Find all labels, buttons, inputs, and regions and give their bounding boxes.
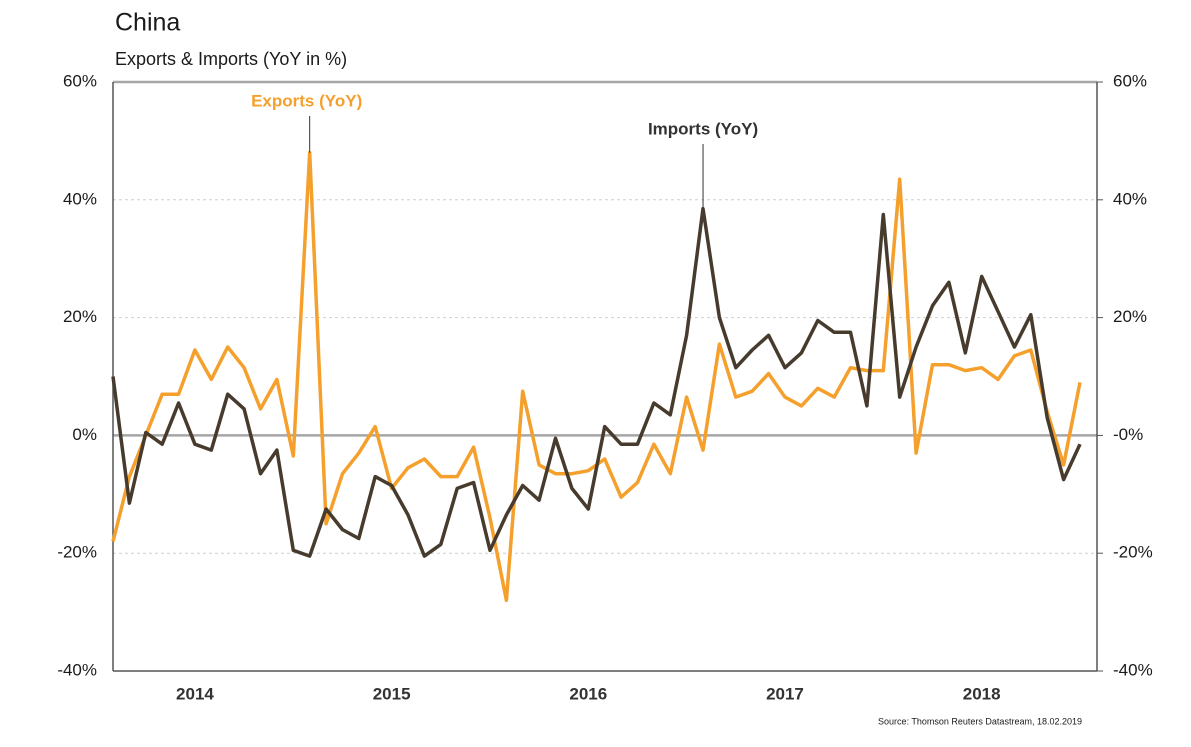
y-tick-label: -20% (57, 543, 97, 562)
x-tick-label: 2018 (963, 684, 1001, 703)
y-tick-label: 60% (63, 71, 97, 90)
annotation-label: Imports (YoY) (648, 119, 758, 138)
y2-tick-label: 20% (1113, 307, 1147, 326)
x-tick-label: 2015 (373, 684, 411, 703)
x-tick-label: 2016 (569, 684, 607, 703)
series-line (111, 150, 1082, 603)
y-tick-label: -40% (57, 660, 97, 679)
y2-tick-label: -40% (1113, 660, 1153, 679)
y2-tick-label: 40% (1113, 189, 1147, 208)
y2-tick-label: 60% (1113, 71, 1147, 90)
x-tick-label: 2014 (176, 684, 214, 703)
chart-subtitle: Exports & Imports (YoY in %) (115, 49, 347, 69)
source-note: Source: Thomson Reuters Datastream, 18.0… (878, 716, 1082, 726)
y2-tick-label: -20% (1113, 543, 1153, 562)
chart-title: China (115, 9, 180, 37)
series-line (111, 206, 1082, 558)
y-tick-label: 40% (63, 189, 97, 208)
y-tick-label: 0% (72, 425, 97, 444)
x-tick-label: 2017 (766, 684, 804, 703)
annotation-label: Exports (YoY) (251, 91, 362, 110)
y-tick-label: 20% (63, 307, 97, 326)
y2-tick-label: -0% (1113, 425, 1143, 444)
